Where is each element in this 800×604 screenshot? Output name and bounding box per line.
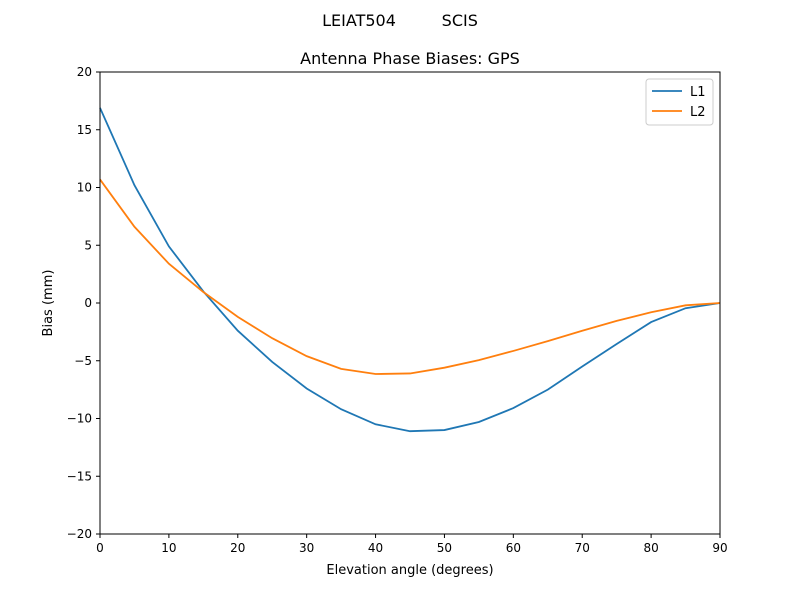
y-tick-label: 20: [77, 65, 92, 79]
x-tick-label: 30: [299, 541, 314, 555]
y-tick-label: −10: [67, 412, 92, 426]
x-tick-label: 20: [230, 541, 245, 555]
y-tick-label: −20: [67, 527, 92, 541]
y-tick-label: −5: [74, 354, 92, 368]
series-line-L1: [99, 107, 721, 433]
x-tick-label: 0: [96, 541, 104, 555]
series-line-L2: [99, 178, 721, 375]
x-tick-label: 60: [506, 541, 521, 555]
y-tick-label: 5: [84, 238, 92, 252]
y-axis-label: Bias (mm): [41, 270, 56, 337]
x-axis-label: Elevation angle (degrees): [326, 563, 493, 578]
x-tick-label: 80: [643, 541, 658, 555]
suptitle: LEIAT504 SCIS: [322, 11, 478, 30]
plot-frame: [99, 71, 721, 535]
y-tick-label: 15: [77, 123, 92, 137]
chart-title: Antenna Phase Biases: GPS: [300, 49, 520, 68]
x-tick-label: 90: [712, 541, 727, 555]
x-tick-label: 50: [437, 541, 452, 555]
y-tick-label: 0: [84, 296, 92, 310]
x-tick-label: 10: [161, 541, 176, 555]
x-tick-label: 70: [575, 541, 590, 555]
y-tick-label: −15: [67, 469, 92, 483]
y-tick-label: 10: [77, 181, 92, 195]
legend-label: L1: [690, 85, 706, 100]
x-tick-label: 40: [368, 541, 383, 555]
legend-label: L2: [690, 105, 706, 120]
